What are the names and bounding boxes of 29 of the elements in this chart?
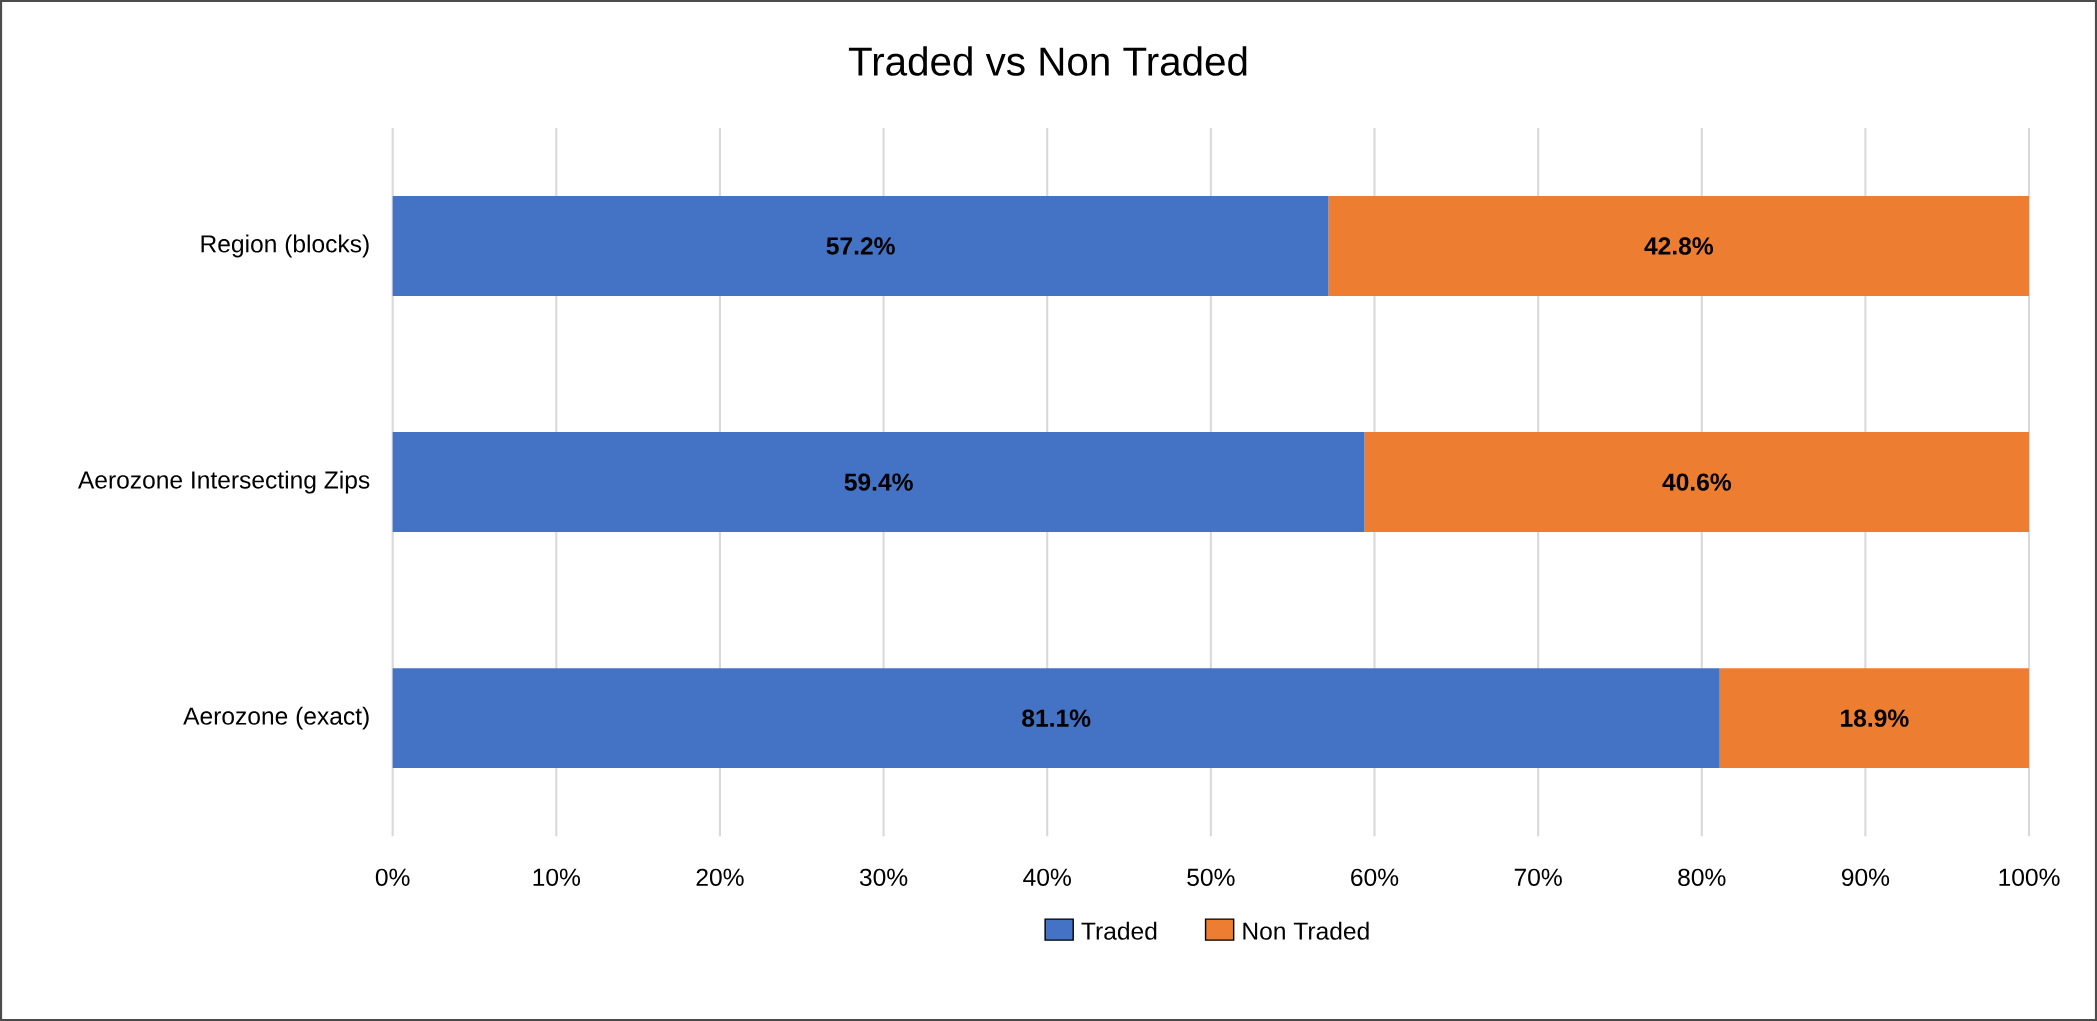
bar [1364, 432, 2030, 532]
x-tick-label: 60% [1351, 868, 1399, 886]
bar [392, 432, 1365, 532]
x-tick-label: 90% [1841, 868, 1890, 886]
data-label: 42.8% [1644, 237, 1714, 255]
data-label: 59.4% [844, 473, 913, 491]
x-tick-label: 70% [1514, 868, 1562, 886]
y-tick-label: Aerozone Intersecting Zips [77, 470, 370, 494]
y-tick-label: Region (blocks) [201, 234, 369, 258]
bar [1328, 195, 2030, 296]
y-tick-label: Aerozone (exact) [183, 706, 369, 730]
x-tick-label: 30% [859, 868, 908, 886]
x-tick-label: 100% [1999, 868, 2060, 886]
data-label: 40.6% [1662, 473, 1732, 491]
x-tick-label: 0% [375, 868, 410, 886]
data-label: 81.1% [1022, 709, 1091, 727]
x-tick-label: 50% [1187, 868, 1235, 886]
bar [1719, 668, 2030, 769]
legend-label: Non Traded [1243, 921, 1369, 940]
x-tick-label: 20% [696, 868, 744, 886]
bar [392, 195, 1329, 296]
legend-label: Traded [1081, 921, 1157, 940]
x-tick-label: 10% [533, 868, 581, 886]
x-tick-label: 40% [1023, 868, 1071, 886]
x-tick-label: 80% [1678, 868, 1726, 886]
chart-title: Traded vs Non Traded [848, 46, 1247, 76]
data-label: 18.9% [1841, 709, 1909, 727]
bar [392, 668, 1720, 769]
data-label: 57.2% [826, 237, 895, 255]
